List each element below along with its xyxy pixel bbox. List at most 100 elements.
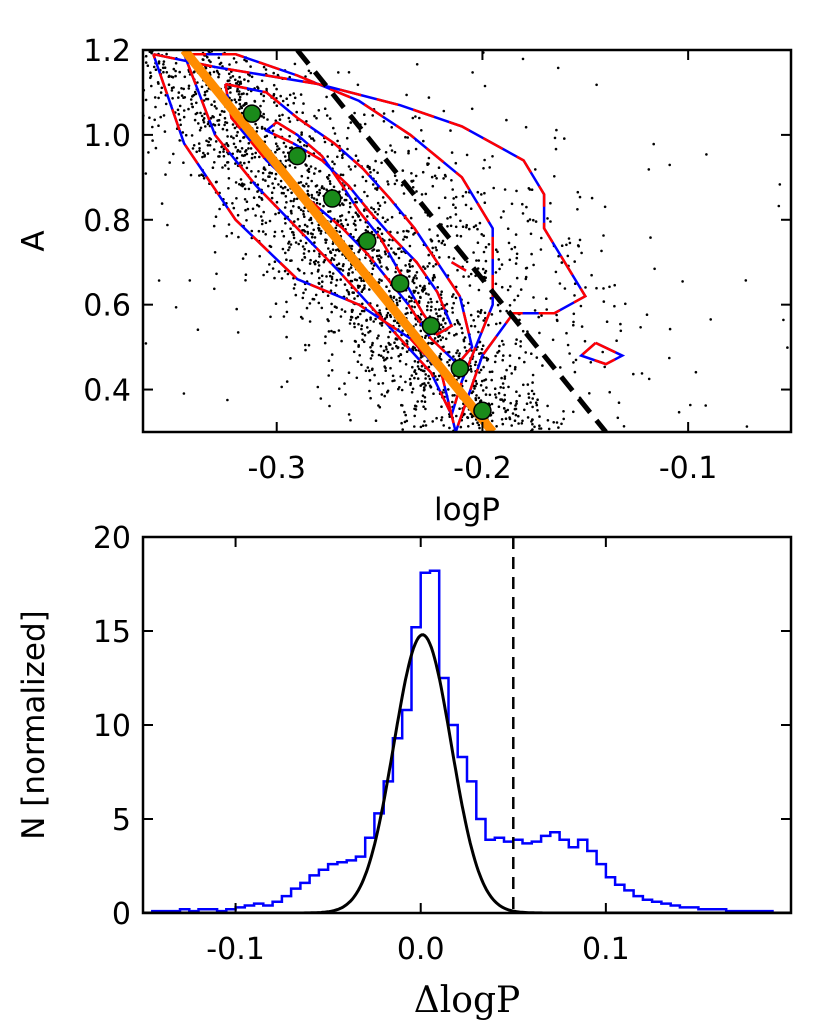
scatter-point [308, 135, 312, 138]
scatter-point [273, 235, 276, 238]
scatter-point [368, 329, 372, 333]
scatter-point [484, 259, 488, 263]
scatter-point [402, 192, 406, 195]
scatter-point [229, 86, 232, 89]
scatter-point [183, 75, 187, 79]
scatter-point [202, 121, 206, 124]
scatter-point [368, 288, 371, 291]
scatter-point [413, 407, 416, 411]
scatter-point [546, 419, 550, 422]
scatter-point [281, 113, 284, 117]
scatter-point [500, 418, 504, 421]
scatter-point [347, 268, 351, 271]
y-tick-label: 0.6 [83, 289, 131, 324]
scatter-point [209, 138, 213, 141]
scatter-point [440, 241, 444, 245]
scatter-point [193, 118, 197, 122]
scatter-point [384, 345, 388, 349]
scatter-point [387, 341, 391, 345]
scatter-point [380, 265, 383, 268]
scatter-point [370, 206, 373, 209]
histogram-step [143, 569, 791, 913]
scatter-point [360, 309, 364, 313]
scatter-point [300, 174, 304, 178]
scatter-point [554, 147, 558, 151]
scatter-point [396, 231, 399, 234]
scatter-point [419, 329, 423, 333]
scatter-point [178, 70, 181, 74]
scatter-point [353, 325, 356, 329]
binned-marker [242, 104, 262, 123]
scatter-point [523, 408, 526, 412]
scatter-point [485, 386, 488, 389]
scatter-point [396, 321, 399, 325]
scatter-point [426, 162, 429, 165]
scatter-point [283, 206, 287, 209]
scatter-point [317, 193, 321, 197]
scatter-point [408, 295, 411, 299]
scatter-point [178, 118, 182, 122]
scatter-point [238, 81, 242, 85]
scatter-point [362, 309, 366, 313]
scatter-point [563, 287, 567, 290]
scatter-point [499, 216, 503, 219]
scatter-point [349, 168, 353, 171]
scatter-point [218, 150, 222, 154]
scatter-point [515, 402, 518, 405]
scatter-point [413, 369, 417, 372]
scatter-point [420, 193, 424, 196]
scatter-point [560, 261, 564, 264]
scatter-point [479, 399, 483, 402]
scatter-point [197, 122, 200, 125]
scatter-point [203, 112, 206, 116]
scatter-point [454, 225, 458, 229]
scatter-point [514, 342, 518, 346]
scatter-point [404, 380, 407, 384]
scatter-point [423, 284, 426, 288]
scatter-point [479, 351, 483, 355]
scatter-point [401, 428, 405, 431]
scatter-point [361, 332, 364, 336]
scatter-point [301, 317, 304, 320]
scatter-point [160, 86, 164, 90]
scatter-point [303, 223, 307, 227]
scatter-point [259, 104, 262, 108]
scatter-point [309, 216, 313, 220]
scatter-point [248, 74, 251, 77]
scatter-point [525, 205, 528, 209]
scatter-point [170, 86, 174, 90]
scatter-point [406, 136, 410, 139]
scatter-point [347, 290, 350, 294]
scatter-point [217, 118, 221, 122]
scatter-point [601, 350, 604, 354]
scatter-point [513, 245, 517, 249]
scatter-point [524, 351, 527, 354]
scatter-point [613, 283, 616, 287]
scatter-point [560, 244, 564, 247]
scatter-point [515, 189, 518, 193]
scatter-point [422, 265, 425, 269]
scatter-point [179, 123, 182, 127]
scatter-point [506, 408, 510, 412]
scatter-point [317, 229, 321, 232]
scatter-point [192, 71, 196, 74]
scatter-point [573, 294, 576, 297]
scatter-point [546, 404, 549, 408]
scatter-point [369, 346, 372, 349]
scatter-point [370, 262, 373, 265]
scatter-point [317, 261, 320, 264]
scatter-point [782, 318, 785, 322]
scatter-point [235, 134, 238, 137]
scatter-point [455, 414, 458, 418]
scatter-point [269, 315, 272, 319]
scatter-point [385, 356, 389, 360]
scatter-point [483, 271, 487, 275]
scatter-point [306, 225, 309, 228]
scatter-point [275, 200, 279, 204]
scatter-point [205, 89, 209, 93]
scatter-point [164, 173, 167, 176]
scatter-point [369, 316, 372, 320]
scatter-point [388, 238, 391, 242]
scatter-point [329, 251, 333, 254]
scatter-point [382, 120, 386, 123]
